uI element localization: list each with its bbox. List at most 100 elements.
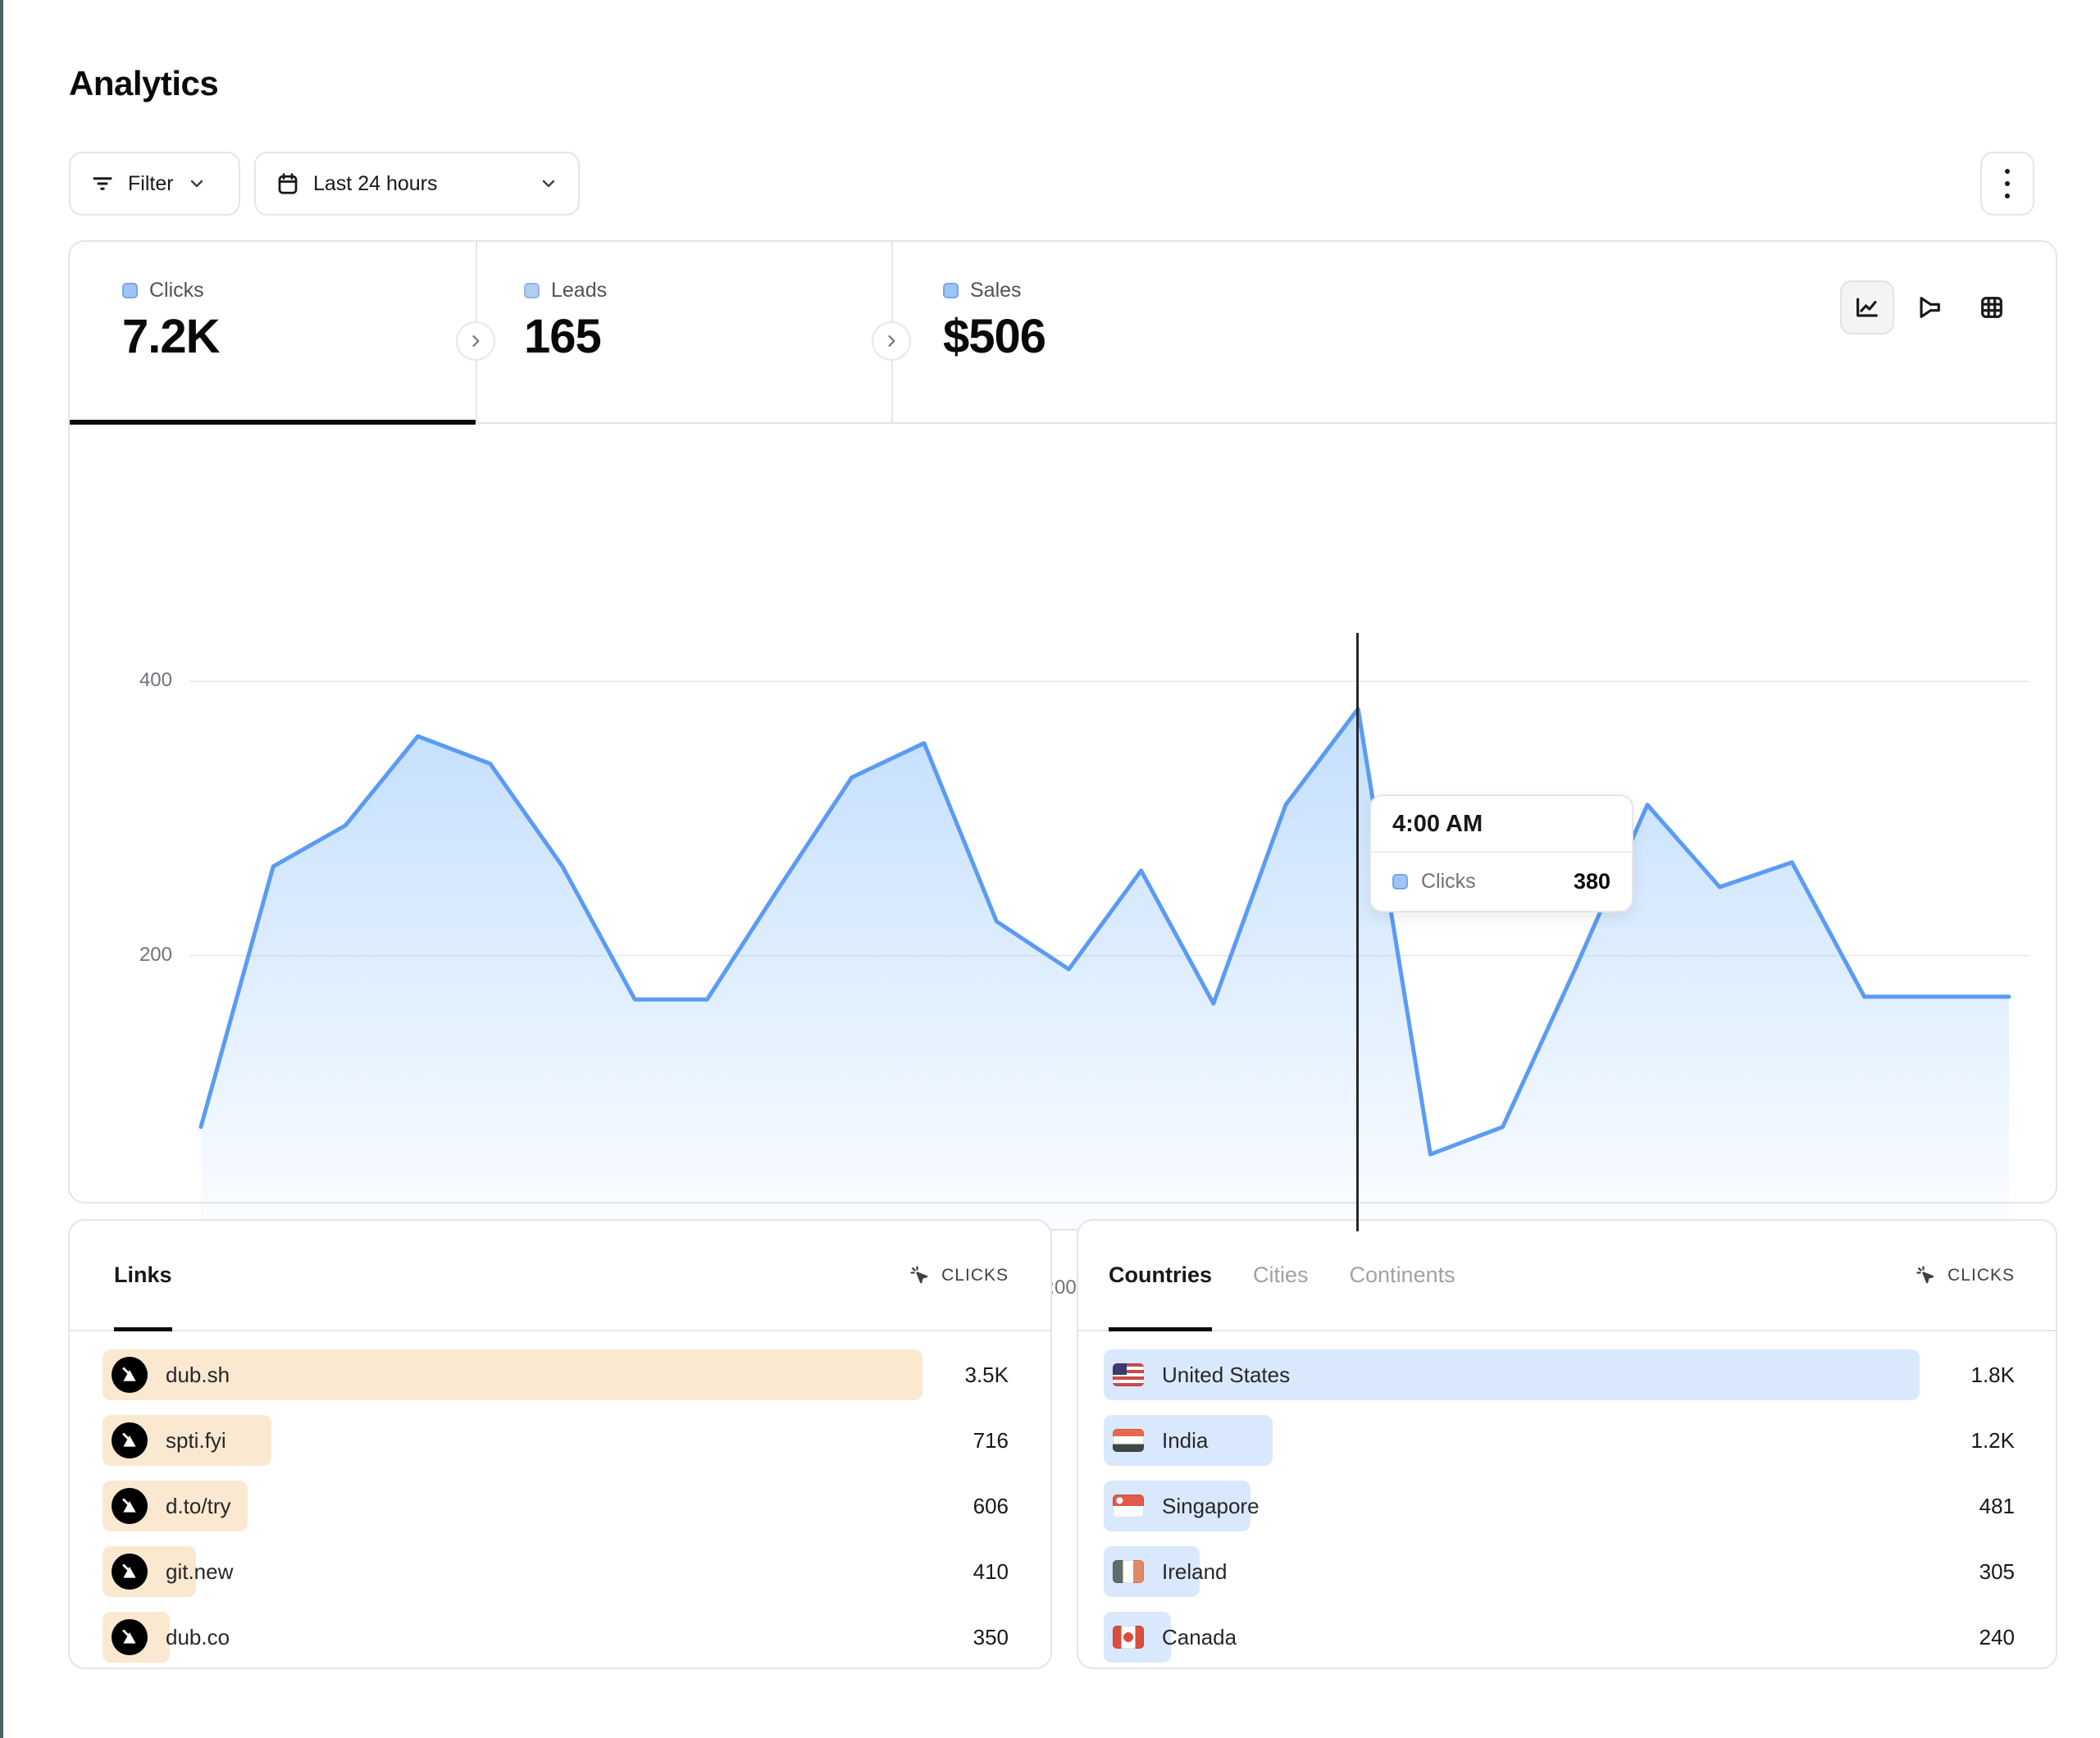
kebab-menu-icon [2005, 169, 2010, 198]
metric-label: Leads [551, 279, 608, 302]
y-axis-label: 200 [139, 943, 172, 966]
metric-value: 165 [524, 310, 602, 363]
row-value: 716 [973, 1427, 1009, 1453]
row-label: d.to/try [166, 1493, 231, 1518]
row-label: Ireland [1162, 1558, 1228, 1584]
active-tab-underline [70, 420, 476, 425]
dub-logo-icon [112, 1422, 148, 1458]
filter-button[interactable]: Filter [69, 152, 240, 216]
clicks-series-line [198, 707, 2011, 1157]
row-value: 350 [973, 1624, 1009, 1649]
line-chart-icon [1856, 298, 1878, 317]
table-grid-icon [1981, 297, 2002, 318]
row-value: 305 [1979, 1558, 2015, 1584]
list-item[interactable]: Canada 240 [1104, 1612, 2015, 1663]
sales-legend-icon [943, 283, 959, 298]
cursor-click-icon [910, 1265, 928, 1283]
list-item[interactable]: Ireland 305 [1104, 1546, 2015, 1597]
metrics-tabs-row: Clicks 7.2K Leads 165 Sales $506 [70, 242, 2056, 425]
y-axis-label: 400 [139, 669, 172, 692]
chevron-down-icon [539, 174, 558, 193]
us-flag-icon [1113, 1363, 1144, 1386]
dub-logo-icon [112, 1619, 148, 1655]
list-item[interactable]: d.to/try 606 [102, 1481, 1009, 1531]
tab-continents[interactable]: Continents [1349, 1263, 1455, 1287]
filter-icon [90, 171, 115, 196]
row-value: 240 [1979, 1624, 2015, 1649]
links-list: dub.sh 3.5K spti.fyi 716 d.to/try 606 git.new 4… [70, 1349, 1050, 1677]
more-options-button[interactable] [1980, 152, 2034, 216]
leads-legend-icon [524, 283, 540, 298]
tab-countries[interactable]: Countries [1109, 1221, 1213, 1331]
cursor-click-icon [1916, 1265, 1934, 1283]
ca-flag-icon [1113, 1626, 1144, 1649]
expand-clicks-button[interactable] [456, 321, 495, 361]
row-value: 1.2K [1970, 1427, 2016, 1453]
chart-tooltip: 4:00 AM Clicks 380 [1369, 794, 1633, 912]
window-edge-strip [0, 0, 3, 1738]
row-value: 3.5K [964, 1362, 1009, 1387]
row-label: git.new [166, 1558, 234, 1584]
dub-logo-icon [112, 1488, 148, 1524]
date-range-button[interactable]: Last 24 hours [254, 152, 580, 216]
row-label: India [1162, 1427, 1209, 1453]
expand-leads-button[interactable] [872, 321, 911, 361]
metric-value: 7.2K [122, 310, 221, 363]
list-item[interactable]: India 1.2K [1104, 1415, 2015, 1466]
list-item[interactable]: dub.sh 3.5K [102, 1349, 1009, 1400]
row-value: 606 [973, 1493, 1009, 1518]
row-value: 1.8K [1970, 1362, 2016, 1387]
tab-cities[interactable]: Cities [1253, 1263, 1309, 1287]
tab-clicks[interactable]: Clicks 7.2K [122, 242, 475, 422]
list-item[interactable]: Singapore 481 [1104, 1481, 2015, 1531]
dub-logo-icon [112, 1357, 148, 1393]
list-item[interactable]: dub.co 350 [102, 1612, 1009, 1663]
row-label: dub.co [166, 1624, 230, 1649]
tab-leads[interactable]: Leads 165 [524, 242, 877, 422]
links-metric-selector[interactable]: CLICKS [909, 1264, 1050, 1287]
row-label: Canada [1162, 1624, 1237, 1649]
analytics-card: Clicks 7.2K Leads 165 Sales $506 [68, 240, 2057, 1299]
clicks-legend-icon [1392, 874, 1408, 889]
chevron-right-icon [472, 335, 480, 347]
tab-links[interactable]: Links [114, 1221, 172, 1331]
in-flag-icon [1113, 1429, 1144, 1452]
row-label: dub.sh [166, 1362, 230, 1387]
table-view-button[interactable] [1965, 280, 2019, 334]
row-label: Singapore [1162, 1493, 1260, 1518]
countries-metric-label: CLICKS [1947, 1265, 2015, 1285]
clicks-legend-icon [122, 283, 138, 298]
row-label: United States [1162, 1362, 1291, 1387]
row-value: 410 [973, 1558, 1009, 1584]
date-range-label: Last 24 hours [313, 171, 438, 195]
row-label: spti.fyi [166, 1427, 226, 1453]
tab-sales[interactable]: Sales $506 [943, 242, 1353, 422]
chart-type-toggle [1840, 280, 2019, 334]
clicks-area-chart[interactable]: 0200400 4:00 PM8:00 PM12:00 AM4:00 AM8:0… [70, 424, 2056, 1299]
value-bar [102, 1349, 923, 1400]
tooltip-time: 4:00 AM [1371, 796, 1632, 853]
filter-button-label: Filter [128, 171, 174, 195]
chart-crosshair [1356, 633, 1359, 1231]
row-value: 481 [1979, 1493, 2015, 1518]
area-fill [201, 708, 2009, 1230]
chevron-right-icon [888, 335, 895, 347]
tooltip-value: 380 [1573, 869, 1610, 894]
list-item[interactable]: spti.fyi 716 [102, 1415, 1009, 1466]
ie-flag-icon [1113, 1560, 1144, 1583]
countries-metric-selector[interactable]: CLICKS [1915, 1264, 2056, 1287]
line-chart-view-button[interactable] [1840, 280, 1894, 334]
tooltip-series-label: Clicks [1421, 870, 1476, 893]
metric-label: Sales [970, 279, 1022, 302]
countries-panel: Countries Cities Continents CLICKS Unite… [1077, 1219, 2057, 1669]
links-metric-label: CLICKS [941, 1265, 1009, 1285]
list-item[interactable]: git.new 410 [102, 1546, 1009, 1597]
links-panel: Links CLICKS dub.sh 3.5K spti.fyi 716 d.to/t… [68, 1219, 1052, 1669]
calendar-icon [276, 171, 300, 196]
page-title: Analytics [69, 64, 219, 102]
countries-list: United States 1.8K India 1.2K Singapore 481 Ir… [1078, 1349, 2056, 1677]
funnel-chart-view-button[interactable] [1902, 280, 1957, 334]
metric-value: $506 [943, 310, 1046, 363]
list-item[interactable]: United States 1.8K [1104, 1349, 2015, 1400]
funnel-chart-icon [1920, 297, 1940, 318]
